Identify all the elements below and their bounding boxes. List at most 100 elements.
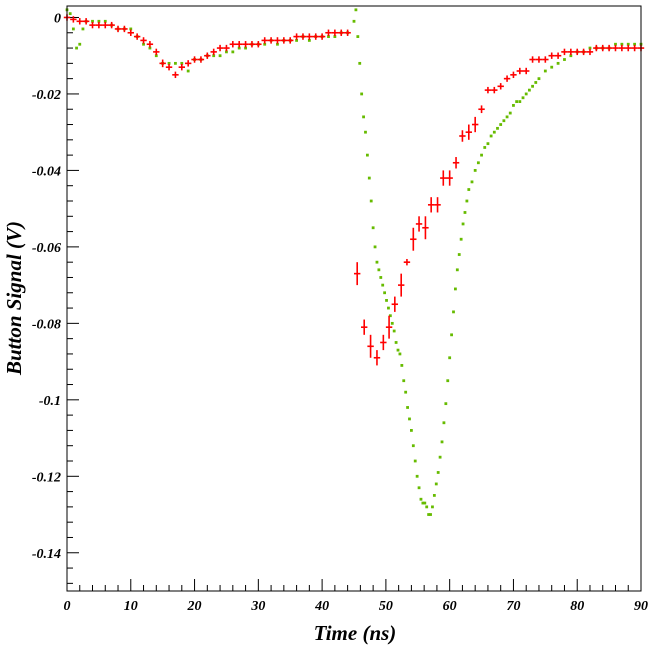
data-point (276, 42, 279, 46)
y-tick-label: -0.02 (32, 88, 61, 103)
data-point (411, 444, 415, 448)
data-point (432, 494, 436, 497)
error-bar-point (178, 63, 185, 71)
error-bar-point (261, 37, 268, 44)
data-point (633, 42, 637, 46)
data-point (465, 199, 469, 203)
error-bar-point (236, 41, 243, 48)
error-bar-point (255, 41, 262, 48)
error-bar-point (210, 48, 217, 56)
data-point (480, 153, 483, 157)
y-tick-label: 0 (54, 11, 61, 26)
data-point (406, 406, 409, 409)
data-point (524, 92, 528, 96)
data-point (489, 134, 493, 138)
data-point (387, 306, 390, 310)
error-bar-point (242, 41, 249, 48)
error-bar-point (586, 48, 594, 56)
x-tick-label: 30 (250, 599, 265, 614)
error-bar-point (605, 44, 613, 52)
data-point (448, 356, 452, 360)
data-point (148, 46, 152, 50)
data-point (556, 61, 560, 65)
error-bar-point (159, 59, 166, 68)
data-point (531, 84, 534, 88)
data-point (225, 50, 228, 54)
y-axis-title: Button Signal (V) (2, 221, 26, 376)
data-point (467, 188, 471, 191)
error-bar-point (618, 44, 626, 52)
data-point (75, 46, 78, 50)
error-bar-point (287, 37, 294, 44)
data-point (537, 77, 541, 81)
data-point (398, 352, 402, 356)
error-bar-point (344, 29, 351, 36)
error-bar-point (599, 44, 606, 52)
data-point (180, 61, 184, 65)
error-bar-point (434, 197, 441, 213)
x-tick-label: 40 (314, 599, 329, 614)
data-point (402, 379, 406, 383)
error-bar-point (140, 37, 147, 44)
error-bar-point (70, 16, 77, 23)
data-point (550, 65, 554, 69)
data-point (379, 276, 383, 279)
data-point (486, 142, 490, 146)
data-point (364, 130, 367, 134)
error-bar-point (248, 41, 256, 48)
error-bar-point (561, 48, 568, 56)
error-bar-point (535, 56, 543, 63)
data-point (413, 459, 417, 463)
y-tick-label: -0.08 (32, 317, 61, 332)
data-point (68, 12, 72, 16)
data-point (508, 111, 512, 115)
error-bar-point (503, 75, 511, 82)
data-point (423, 501, 427, 505)
error-bar-point (153, 48, 160, 56)
data-point (620, 42, 624, 46)
data-point (512, 104, 515, 107)
error-bar-point (471, 116, 479, 133)
series-error-bars (63, 14, 645, 366)
data-point (563, 58, 566, 61)
error-bar-point (542, 56, 549, 63)
data-point (427, 513, 431, 516)
error-bar-point (403, 258, 411, 266)
data-point (421, 501, 425, 505)
data-point (543, 69, 547, 73)
data-point (417, 486, 421, 490)
error-bar-point (554, 52, 562, 59)
data-point (434, 482, 438, 486)
error-bar-point (529, 56, 536, 63)
error-bar-point (478, 105, 485, 114)
data-point (218, 54, 222, 58)
error-bar-point (127, 29, 134, 36)
ticks-layer (66, 16, 642, 591)
data-point (527, 88, 531, 92)
tick-labels: 0 10 20 30 40 50 60 70 80 90 0 -0.02 -0.04 -0.06 -0.08… (32, 11, 648, 614)
data-point (438, 455, 442, 459)
data-point (97, 19, 101, 23)
data-point (614, 42, 617, 46)
error-bar-point (82, 18, 90, 25)
error-bar-point (459, 130, 466, 142)
data-point (502, 119, 506, 123)
error-bar-point (548, 52, 555, 59)
data-point (404, 390, 408, 394)
error-bar-point (625, 44, 632, 52)
error-bar-point (76, 18, 83, 25)
data-point (174, 61, 177, 65)
error-bar-point (380, 334, 387, 351)
data-point (436, 471, 440, 474)
data-point (415, 474, 419, 478)
data-point (463, 211, 467, 214)
data-point (377, 268, 381, 272)
error-bar-point (274, 37, 281, 44)
error-bar-point (133, 33, 141, 40)
error-bar-point (102, 21, 109, 29)
error-bar-point (397, 273, 405, 297)
error-bar-point (497, 83, 504, 90)
data-point (356, 35, 360, 38)
series-layer (63, 8, 645, 516)
